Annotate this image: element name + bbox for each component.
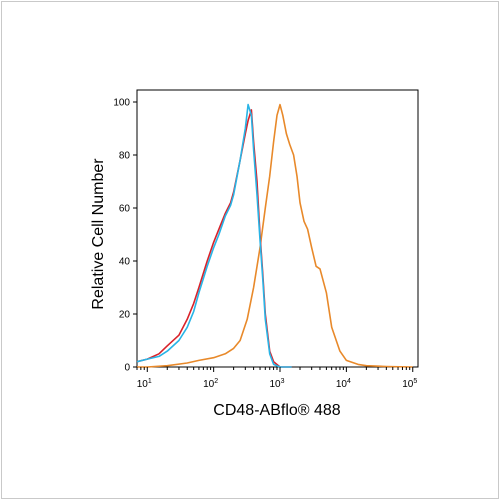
- series-line-1: [137, 103, 413, 368]
- y-tick-label: 80: [119, 151, 131, 162]
- y-axis-title: Relative Cell Number: [90, 158, 107, 310]
- x-tick-label: 101: [137, 378, 152, 390]
- x-tick-exponent: 5: [413, 378, 417, 385]
- x-tick-label: 105: [402, 378, 417, 390]
- plot-area-border: [136, 89, 419, 368]
- series-line-2: [136, 109, 292, 368]
- x-tick-exponent: 2: [214, 378, 218, 385]
- y-tick-label: 100: [113, 98, 130, 109]
- x-tick-label: 104: [336, 378, 351, 390]
- series-line-3: [136, 103, 292, 368]
- x-tick-exponent: 4: [347, 378, 351, 385]
- x-tick-label: 102: [203, 378, 218, 390]
- x-tick-label: 103: [269, 378, 284, 390]
- y-axis-ticks: 0 20 40 60 80 100: [113, 98, 137, 374]
- y-tick-label: 20: [119, 310, 131, 321]
- y-tick-label: 60: [119, 204, 131, 215]
- x-tick-exponent: 3: [281, 378, 285, 385]
- x-tick-exponent: 1: [148, 378, 152, 385]
- y-tick-label: 40: [119, 257, 131, 268]
- x-axis-title: CD48-ABflo® 488: [213, 402, 341, 419]
- x-axis-ticks: 101 102 103 104 105: [136, 367, 417, 390]
- series-layer: [136, 103, 413, 368]
- y-tick-label: 0: [124, 363, 130, 374]
